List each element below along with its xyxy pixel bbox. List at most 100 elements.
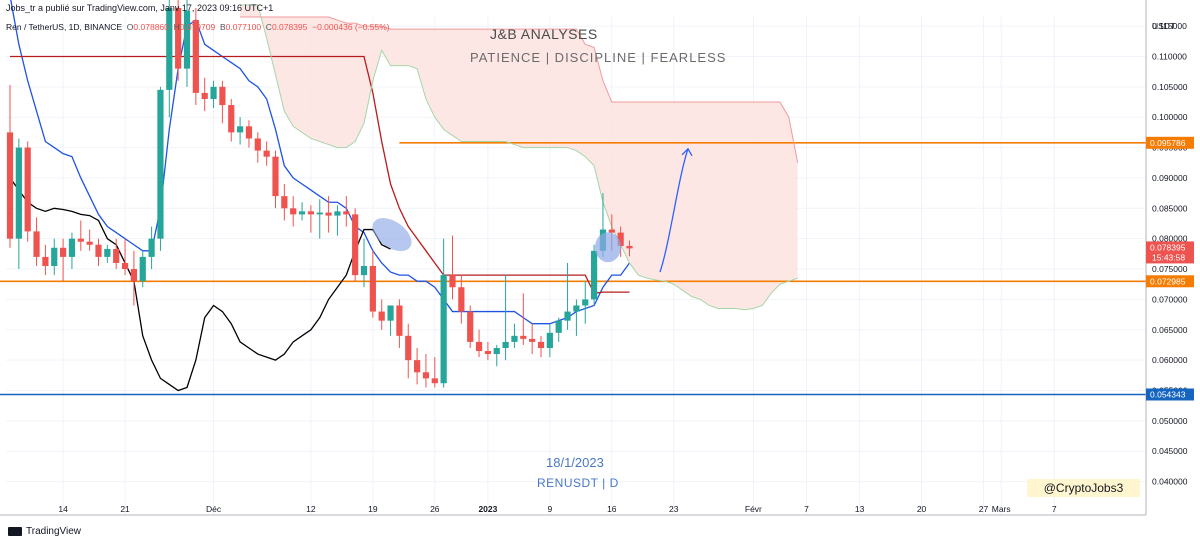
candle-body — [555, 320, 562, 333]
candle-body — [325, 212, 332, 216]
candle-body — [617, 232, 624, 246]
candle-body — [157, 89, 164, 239]
candle-body — [24, 147, 31, 232]
y-tick-label: 0.065000 — [1152, 325, 1188, 335]
candle-body — [360, 266, 368, 276]
candle-body — [369, 266, 376, 312]
x-tick-label: 13 — [855, 504, 865, 514]
projection-arrow — [659, 148, 689, 273]
last-price-label: 0.078395 — [1150, 242, 1186, 252]
candle-body — [166, 7, 173, 90]
bar-countdown: 15:43:58 — [1152, 252, 1185, 262]
highlight-ellipse — [372, 218, 412, 252]
candle-body — [175, 7, 182, 69]
drawings — [372, 147, 693, 273]
candle-body — [511, 335, 518, 342]
candle-body — [60, 247, 67, 257]
x-tick-label: 12 — [306, 504, 316, 514]
x-tick-label: 14 — [58, 504, 68, 514]
candle-body — [378, 311, 385, 321]
series-line — [9, 177, 391, 392]
x-tick-label: 9 — [547, 504, 552, 514]
x-tick-label: 23 — [669, 504, 679, 514]
low-value: 0.077100 — [225, 22, 262, 32]
candle-body — [396, 305, 403, 336]
candle-body — [104, 248, 111, 257]
cloud-fill — [240, 4, 798, 310]
candle-body — [529, 338, 536, 342]
date-annotation: 18/1/2023 — [546, 455, 604, 470]
y-axis-title: USDT — [1152, 21, 1175, 31]
candle-body — [290, 208, 297, 215]
x-tick-label: Déc — [206, 504, 222, 514]
candle-body — [192, 20, 199, 93]
candle-body — [130, 269, 137, 282]
y-tick-label: 0.115000 — [1152, 21, 1187, 31]
y-tick-label: 0.050000 — [1152, 416, 1188, 426]
series-line — [10, 0, 631, 325]
watermark-subtitle: PATIENCE | DISCIPLINE | FEARLESS — [470, 50, 727, 65]
candle-body — [582, 299, 589, 306]
candle-body — [343, 211, 350, 215]
pair-annotation: RENUSDT | D — [537, 476, 619, 490]
watermark-title: J&B ANALYSES — [490, 26, 598, 42]
open-value: 0.078860 — [133, 22, 169, 32]
highlight-ellipse — [595, 232, 621, 263]
x-tick-label: Mars — [992, 504, 1011, 514]
time-axis[interactable]: 14 21 Déc 12 19 26 2023 9 16 23 Févr 7 13 20 27 Mars 7 — [0, 504, 1146, 516]
candle-body — [51, 247, 58, 266]
symbol-name: Ren / TetherUS, 1D, BINANCE — [6, 22, 123, 32]
candle-body — [6, 132, 14, 239]
series-line — [240, 16, 799, 163]
indicator-lines — [9, 0, 799, 392]
y-tick-label: 0.075000 — [1152, 264, 1188, 274]
ichimoku-cloud — [240, 4, 798, 310]
tradingview-logo-icon — [8, 527, 22, 536]
candle-body — [86, 241, 93, 245]
close-value: 0.078395 — [271, 22, 308, 32]
candle-body — [334, 211, 341, 216]
y-tick-label: 0.060000 — [1152, 355, 1188, 365]
candle-body — [564, 311, 571, 321]
candle-body — [15, 147, 22, 239]
candle-body — [121, 262, 129, 270]
candle-body — [307, 211, 314, 215]
change-value: −0.000436 (−0.55%) — [312, 22, 390, 32]
candle-body — [272, 156, 279, 197]
y-tick-label: 0.090000 — [1152, 173, 1188, 183]
series-line — [240, 4, 798, 311]
author-handle: @CryptoJobs3 — [1027, 479, 1140, 497]
x-tick-label: 7 — [1052, 504, 1057, 514]
candle-body — [263, 150, 270, 157]
x-tick-label: 2023 — [478, 504, 497, 514]
candle-body — [520, 335, 527, 339]
y-tick-label: 0.110000 — [1152, 51, 1187, 61]
level-price-tag — [1146, 388, 1194, 401]
candle-body — [219, 86, 226, 106]
candle-body — [502, 341, 509, 348]
y-tick-label: 0.070000 — [1152, 294, 1188, 304]
candle-body — [405, 335, 412, 361]
candle-body — [148, 238, 155, 257]
candle-body — [414, 360, 421, 373]
horizontal-levels — [0, 141, 1146, 396]
candle-body — [113, 248, 120, 263]
footer[interactable]: TradingView — [8, 526, 81, 537]
level-price-tag — [1146, 275, 1194, 288]
candle-body — [210, 86, 217, 99]
footer-brand: TradingView — [26, 526, 82, 537]
candle-body — [591, 250, 598, 300]
x-tick-label: 16 — [607, 504, 617, 514]
candle-body — [352, 214, 359, 276]
candle-body — [139, 256, 146, 282]
candle-body — [254, 138, 261, 151]
candle-body — [201, 92, 208, 99]
candle-body — [245, 126, 253, 139]
published-line: Jobs_tr a publié sur TradingView.com, Ja… — [6, 3, 274, 13]
x-tick-label: 21 — [120, 504, 130, 514]
candle-body — [431, 378, 438, 384]
candle-body — [387, 305, 394, 321]
